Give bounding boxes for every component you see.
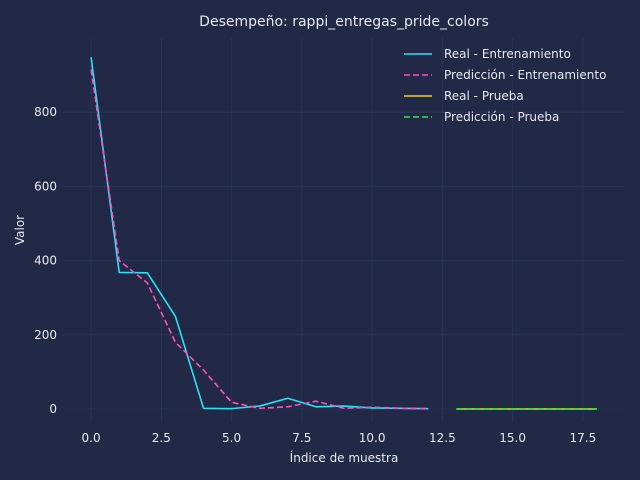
x-tick-label: 5.0 (222, 431, 241, 445)
y-tick-labels: 0 200 400 600 800 (34, 105, 57, 416)
x-tick-label: 17.5 (569, 431, 596, 445)
y-tick-label: 0 (49, 402, 57, 416)
legend-label: Real - Entrenamiento (444, 47, 571, 61)
plot-series (90, 57, 597, 410)
x-tick-labels: 0.0 2.5 5.0 7.5 10.0 12.5 15.0 17.5 (82, 431, 597, 445)
y-tick-label: 800 (34, 105, 57, 119)
x-tick-label: 0.0 (82, 431, 101, 445)
legend: Real - Entrenamiento Predicción - Entrena… (404, 47, 606, 124)
y-tick-label: 400 (34, 254, 57, 268)
legend-label: Predicción - Prueba (444, 110, 559, 124)
series-line-2 (90, 69, 429, 410)
x-axis-label: Índice de muestra (290, 450, 399, 465)
y-tick-label: 200 (34, 328, 57, 342)
legend-label: Real - Prueba (444, 89, 524, 103)
series-line-1 (90, 57, 429, 410)
x-tick-label: 12.5 (429, 431, 456, 445)
grid (63, 38, 625, 422)
y-axis-label: Valor (13, 215, 27, 245)
chart-title: Desempeño: rappi_entregas_pride_colors (199, 14, 489, 30)
legend-label: Predicción - Entrenamiento (444, 68, 606, 82)
x-tick-label: 10.0 (359, 431, 386, 445)
x-tick-label: 2.5 (152, 431, 171, 445)
x-tick-label: 15.0 (499, 431, 526, 445)
x-tick-label: 7.5 (292, 431, 311, 445)
y-tick-label: 600 (34, 179, 57, 193)
